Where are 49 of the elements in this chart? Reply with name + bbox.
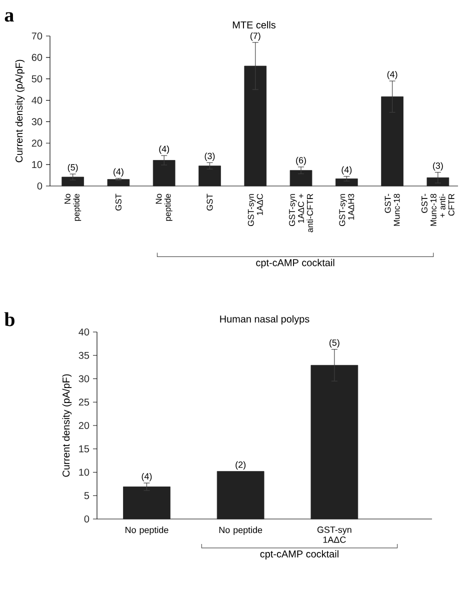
text: cpt-cAMP cocktail	[260, 550, 338, 560]
y-tick-label: 30	[78, 375, 90, 382]
y-tick-label: 20	[78, 422, 90, 430]
y-tick-label: 30	[32, 118, 42, 126]
x-tick-label: GST-Munc-18 + anti-CFTR	[421, 194, 454, 226]
y-tick-label: 0	[84, 515, 90, 523]
y-axis-title: Current density (pA/pF)	[15, 60, 25, 162]
annotation: (2)	[236, 461, 246, 470]
y-tick-label: 40	[32, 96, 42, 104]
text: a	[4, 12, 14, 22]
annotation: (7)	[250, 32, 260, 41]
annotation: (4)	[142, 472, 152, 482]
x-tick-label: GST-syn 1AΔC	[317, 526, 352, 543]
text: cpt-cAMP cocktail	[256, 258, 334, 268]
x-tick-label: GST-syn 1AΔC + anti-CFTR	[289, 194, 313, 232]
y-tick-label: 15	[79, 445, 90, 452]
annotation: (5)	[68, 164, 78, 172]
x-tick-label: GST-syn 1AΔC	[248, 194, 263, 226]
x-tick-label: GST	[206, 194, 213, 210]
x-tick-label: No peptide	[64, 194, 82, 221]
x-tick-label: GST	[115, 194, 122, 210]
chart-title: Human nasal polyps	[220, 315, 310, 324]
y-axis-title: Current density (pA/pF)	[62, 374, 72, 477]
annotation: (4)	[387, 70, 398, 80]
y-tick-label: 0	[37, 182, 42, 190]
y-tick-label: 50	[32, 75, 42, 82]
annotation: (4)	[159, 146, 170, 154]
y-tick-label: 20	[32, 140, 42, 147]
annotation: (3)	[204, 152, 215, 161]
x-tick-label: No peptide	[126, 526, 168, 535]
annotation: (6)	[296, 156, 306, 166]
annotation: (4)	[342, 166, 352, 175]
text: b	[4, 312, 14, 326]
chart-title: MTE cells	[232, 21, 276, 28]
annotation: (4)	[114, 168, 124, 177]
x-tick-label: No peptide	[219, 526, 262, 535]
annotation: (3)	[433, 162, 443, 171]
y-tick-label: 5	[84, 492, 90, 500]
y-tick-label: 35	[78, 352, 90, 359]
y-tick-label: 25	[78, 398, 90, 406]
y-tick-label: 60	[32, 54, 42, 61]
x-tick-label: GST-Munc-18	[384, 194, 400, 226]
y-tick-label: 10	[79, 468, 90, 476]
y-tick-label: 10	[32, 161, 42, 168]
annotation: (5)	[329, 339, 340, 348]
y-tick-label: 70	[32, 32, 42, 40]
x-tick-label: GST-syn 1AΔH3	[339, 194, 354, 226]
y-tick-label: 40	[78, 328, 90, 336]
x-tick-label: No peptide	[156, 194, 172, 221]
